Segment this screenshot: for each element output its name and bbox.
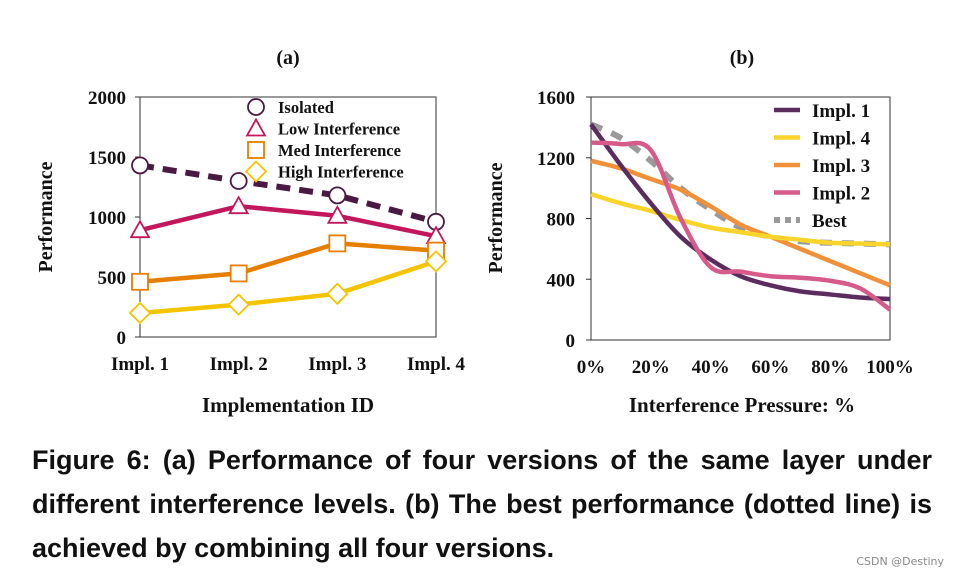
chart-b-xtick-label: 60% bbox=[751, 357, 789, 378]
chart-b-series-line-4 bbox=[589, 121, 891, 248]
chart-b-xtick-label: 0% bbox=[577, 357, 606, 378]
chart-a-ylabel: Performance bbox=[35, 161, 57, 272]
chart-b-ytick-label: 0 bbox=[566, 331, 576, 352]
chart-a-point-0 bbox=[328, 186, 347, 205]
chart-a-ytick-label: 2000 bbox=[88, 88, 126, 109]
chart-a-legend-marker bbox=[245, 117, 267, 137]
watermark: CSDN @Destiny bbox=[856, 555, 944, 568]
chart-b-ytick-label: 1600 bbox=[537, 88, 575, 109]
chart-b-legend-label: Impl. 3 bbox=[812, 156, 870, 177]
chart-a-ytick-label: 1000 bbox=[88, 208, 126, 229]
chart-a-legend-marker bbox=[247, 141, 265, 159]
chart-b-series-line-0 bbox=[589, 123, 891, 302]
chart-a-series-line-2 bbox=[139, 241, 437, 285]
chart-a-legend-marker bbox=[247, 98, 265, 116]
chart-b-ytick-label: 400 bbox=[547, 270, 576, 291]
chart-a-series-line-1 bbox=[139, 203, 437, 239]
chart-a-point-3 bbox=[227, 293, 250, 316]
chart-a-ytick-label: 0 bbox=[117, 328, 127, 349]
chart-a-point-1 bbox=[129, 219, 151, 239]
chart-a-ytick-label: 500 bbox=[98, 268, 127, 289]
chart-a-xtick-label: Impl. 2 bbox=[210, 354, 268, 375]
chart-a-point-1 bbox=[326, 204, 348, 224]
chart-a-legend-label: Low Interference bbox=[278, 120, 400, 139]
chart-b-xtick-label: 40% bbox=[692, 357, 730, 378]
chart-a-point-3 bbox=[128, 301, 152, 325]
chart-a-legend-label: Med Interference bbox=[278, 141, 401, 160]
chart-b-legend-label: Best bbox=[812, 211, 848, 232]
chart-a-point-0 bbox=[131, 156, 149, 175]
chart-a-point-0 bbox=[229, 172, 248, 190]
chart-b-legend-label: Impl. 1 bbox=[812, 101, 870, 122]
chart-a-series-line-3 bbox=[139, 259, 437, 316]
chart-a-point-3 bbox=[424, 250, 448, 273]
chart-b-ylabel: Performance bbox=[485, 162, 507, 273]
chart-b-legend-label: Impl. 2 bbox=[812, 184, 870, 205]
chart-a-point-2 bbox=[229, 264, 248, 283]
chart-a-legend-label: High Interference bbox=[278, 163, 404, 182]
chart-a-xtick-label: Impl. 1 bbox=[111, 354, 169, 375]
chart-b-series-line-1 bbox=[590, 192, 891, 247]
chart-a-xtick-label: Impl. 4 bbox=[407, 354, 466, 375]
chart-a-legend-label: Isolated bbox=[278, 98, 334, 117]
chart-a-title: (a) bbox=[276, 47, 299, 69]
chart-b-xtick-label: 20% bbox=[632, 357, 670, 378]
chart-a-legend-marker bbox=[244, 160, 268, 183]
chart-b-xlabel: Interference Pressure: % bbox=[629, 393, 855, 417]
chart-a: (a) Performance Implementation ID 0 500 10… bbox=[35, 47, 466, 417]
chart-b-legend-label: Impl. 4 bbox=[812, 129, 871, 150]
chart-b-ytick-label: 800 bbox=[547, 210, 576, 231]
chart-a-point-1 bbox=[228, 195, 250, 215]
chart-b-xtick-label: 80% bbox=[811, 357, 849, 378]
chart-a-series-line-0 bbox=[139, 162, 437, 225]
chart-a-ytick-label: 1500 bbox=[88, 148, 126, 169]
chart-a-xlabel: Implementation ID bbox=[202, 393, 374, 417]
chart-b-title: (b) bbox=[730, 47, 754, 69]
chart-b-series-line-3 bbox=[590, 140, 892, 312]
chart-b: (b) Performance Interference Pressure: %… bbox=[485, 47, 914, 417]
chart-a-point-2 bbox=[131, 272, 149, 291]
chart-a-xtick-label: Impl. 3 bbox=[308, 354, 366, 375]
chart-a-point-2 bbox=[328, 234, 347, 253]
chart-b-ytick-label: 1200 bbox=[537, 149, 575, 170]
chart-b-series-line-2 bbox=[590, 158, 891, 288]
chart-a-point-3 bbox=[326, 282, 349, 306]
chart-b-xtick-label: 100% bbox=[866, 357, 914, 378]
figure-caption: Figure 6: (a) Performance of four versio… bbox=[32, 445, 932, 563]
